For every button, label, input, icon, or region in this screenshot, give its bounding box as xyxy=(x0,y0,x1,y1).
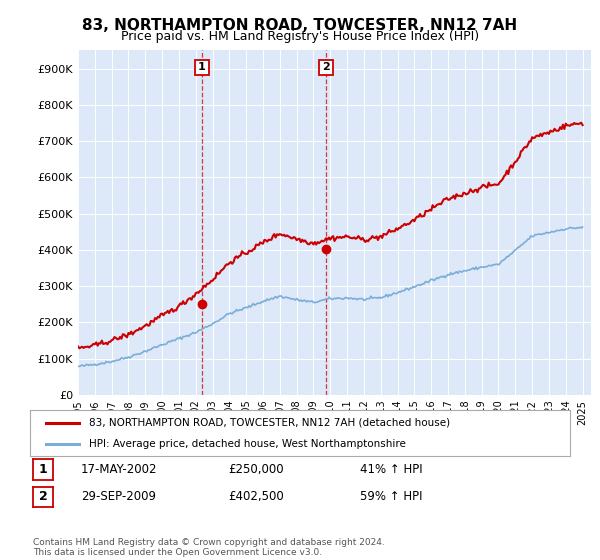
Text: 1: 1 xyxy=(198,63,206,72)
Text: 83, NORTHAMPTON ROAD, TOWCESTER, NN12 7AH: 83, NORTHAMPTON ROAD, TOWCESTER, NN12 7A… xyxy=(82,18,518,33)
Text: 2: 2 xyxy=(38,491,47,503)
Text: 2: 2 xyxy=(322,63,330,72)
Text: Price paid vs. HM Land Registry's House Price Index (HPI): Price paid vs. HM Land Registry's House … xyxy=(121,30,479,43)
Text: 59% ↑ HPI: 59% ↑ HPI xyxy=(360,490,422,503)
Text: £250,000: £250,000 xyxy=(228,463,284,476)
Text: Contains HM Land Registry data © Crown copyright and database right 2024.
This d: Contains HM Land Registry data © Crown c… xyxy=(33,538,385,557)
Text: HPI: Average price, detached house, West Northamptonshire: HPI: Average price, detached house, West… xyxy=(89,439,406,449)
Text: £402,500: £402,500 xyxy=(228,490,284,503)
Text: 83, NORTHAMPTON ROAD, TOWCESTER, NN12 7AH (detached house): 83, NORTHAMPTON ROAD, TOWCESTER, NN12 7A… xyxy=(89,418,451,428)
Text: 17-MAY-2002: 17-MAY-2002 xyxy=(81,463,157,476)
Text: 29-SEP-2009: 29-SEP-2009 xyxy=(81,490,156,503)
Text: 41% ↑ HPI: 41% ↑ HPI xyxy=(360,463,422,476)
Text: 1: 1 xyxy=(38,463,47,476)
